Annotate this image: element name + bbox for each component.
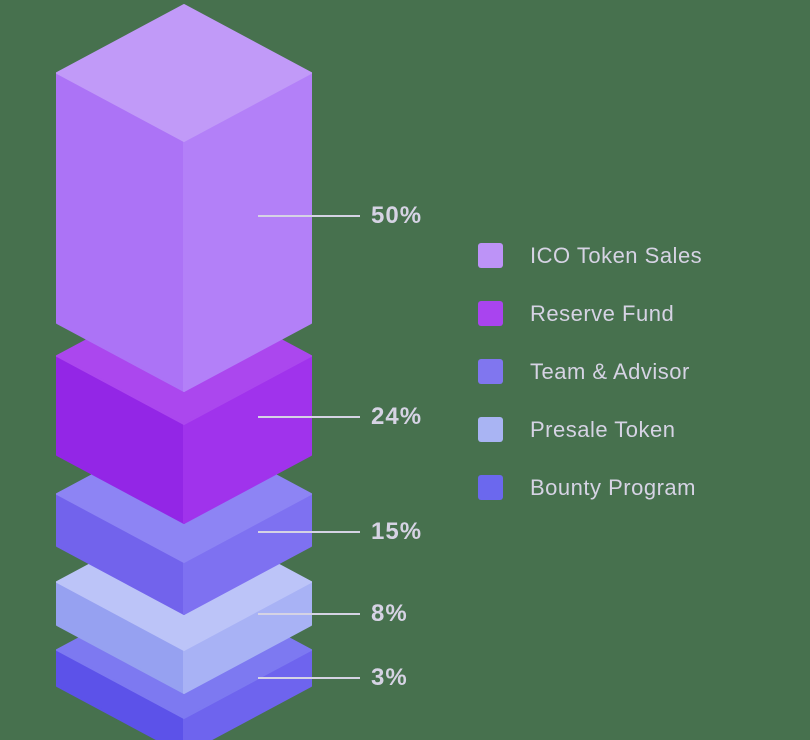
- callout-label-50: 50%: [371, 202, 423, 229]
- callout-label-3: 3%: [371, 664, 408, 691]
- legend-label-reserve-fund: Reserve Fund: [530, 300, 675, 326]
- legend-item-team-advisor: Team & Advisor: [478, 359, 702, 384]
- legend-label-presale-token: Presale Token: [530, 416, 676, 442]
- callout-label-8: 8%: [371, 600, 408, 627]
- legend-label-bounty-program: Bounty Program: [530, 474, 696, 500]
- legend-label-ico-token-sales: ICO Token Sales: [530, 242, 703, 268]
- legend-swatch-reserve-fund: [478, 301, 503, 326]
- legend-item-presale-token: Presale Token: [478, 417, 702, 442]
- legend-label-team-advisor: Team & Advisor: [530, 358, 690, 384]
- legend-swatch-team-advisor: [478, 359, 503, 384]
- callout-label-24: 24%: [371, 403, 423, 430]
- box-top-face: [56, 4, 312, 142]
- chart-legend: ICO Token Sales Reserve Fund Team & Advi…: [478, 243, 702, 500]
- legend-item-bounty-program: Bounty Program: [478, 475, 702, 500]
- legend-swatch-presale-token: [478, 417, 503, 442]
- legend-item-ico-token-sales: ICO Token Sales: [478, 243, 702, 268]
- legend-item-reserve-fund: Reserve Fund: [478, 301, 702, 326]
- legend-swatch-bounty-program: [478, 475, 503, 500]
- callout-label-15: 15%: [371, 518, 423, 545]
- legend-swatch-ico-token-sales: [478, 243, 503, 268]
